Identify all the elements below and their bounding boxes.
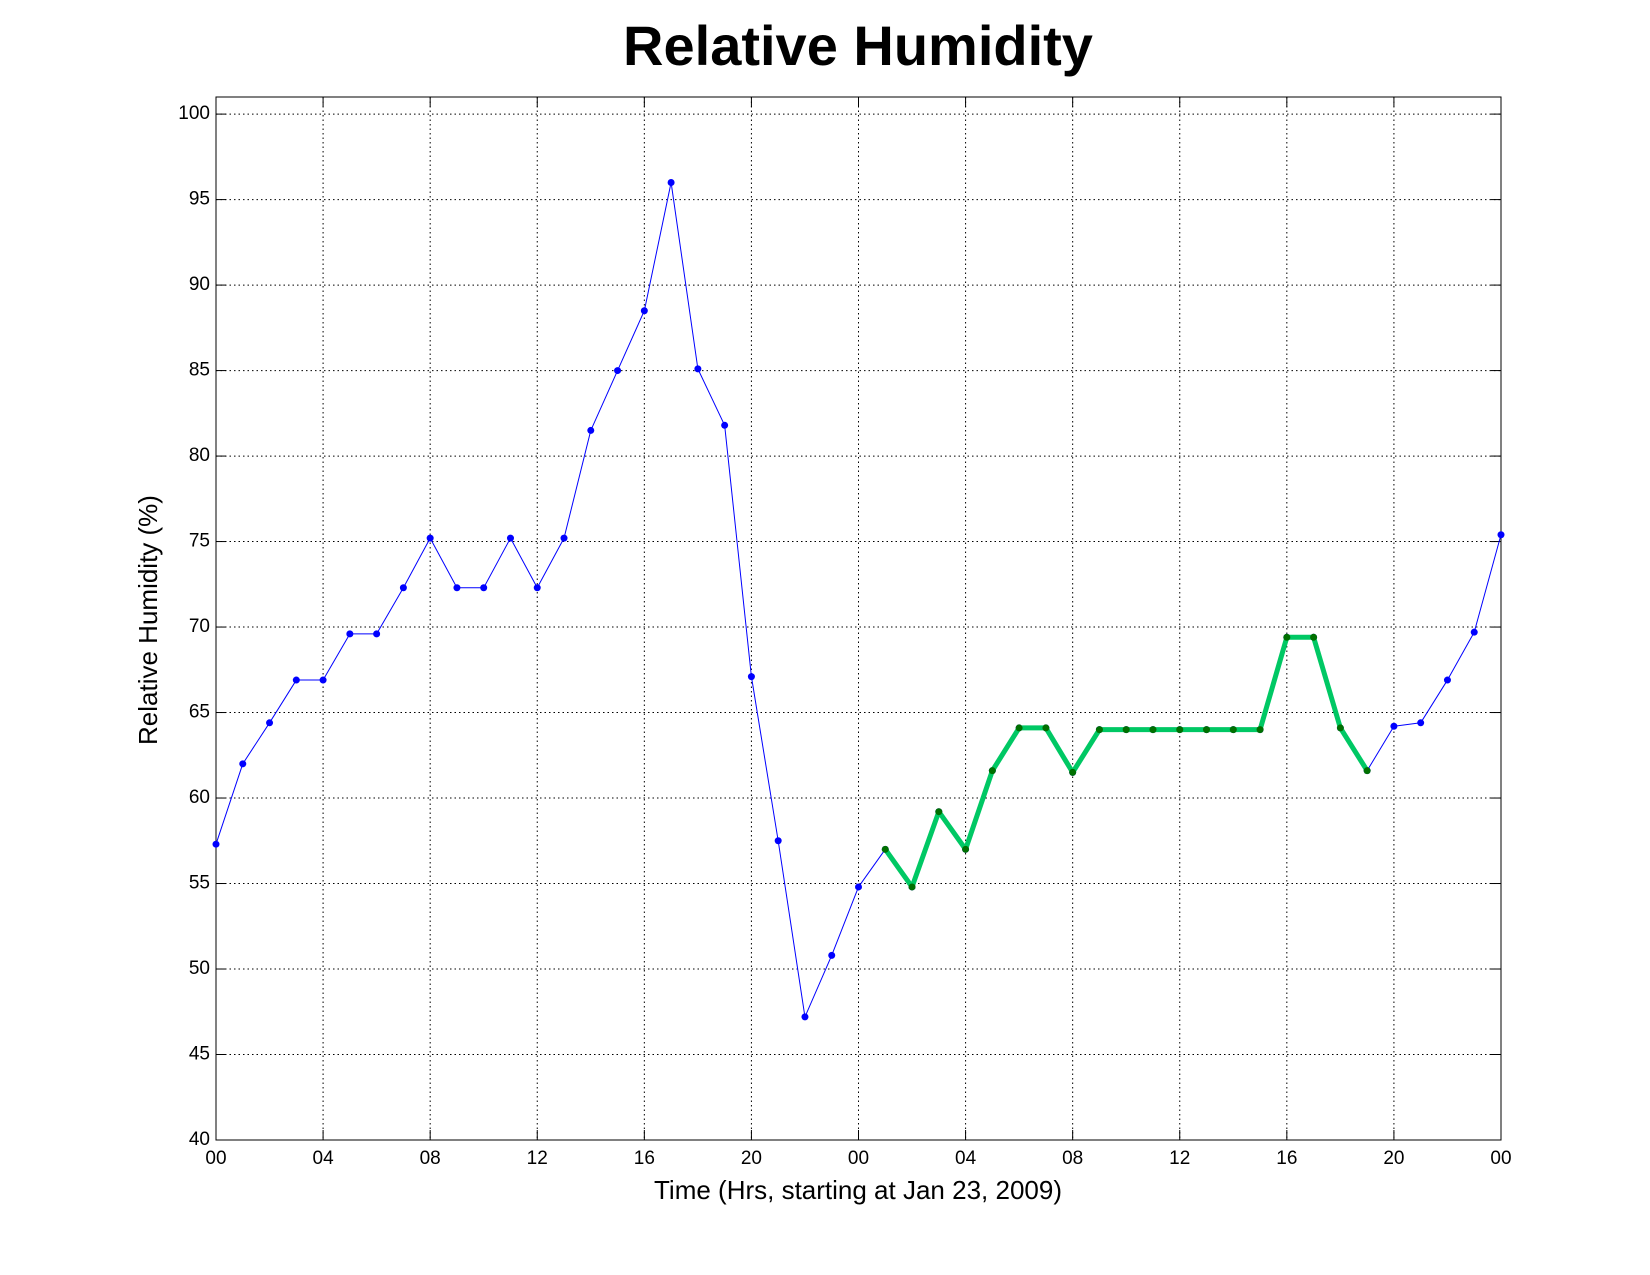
data-point — [373, 630, 381, 638]
x-tick-label: 00 — [848, 1148, 869, 1169]
x-tick-label: 00 — [205, 1148, 226, 1169]
x-tick-label: 16 — [1276, 1148, 1297, 1169]
data-point — [881, 845, 889, 853]
data-point — [694, 365, 702, 373]
data-point — [721, 421, 729, 429]
data-point — [1095, 726, 1103, 734]
data-point — [855, 883, 862, 891]
data-point — [1069, 768, 1077, 776]
y-tick-label: 75 — [189, 531, 210, 552]
plot-frame — [215, 96, 1502, 1141]
data-point — [1203, 726, 1211, 734]
data-point — [1122, 726, 1130, 734]
data-point — [1363, 767, 1371, 775]
data-point — [1443, 676, 1451, 684]
y-tick-label: 45 — [189, 1044, 210, 1065]
data-point — [614, 367, 622, 375]
y-tick-label: 85 — [189, 360, 210, 381]
x-tick-label: 16 — [634, 1148, 655, 1169]
data-point — [988, 767, 996, 775]
x-tick-label: 04 — [955, 1148, 977, 1169]
data-point — [640, 307, 648, 315]
data-point — [1310, 633, 1318, 641]
data-point — [1149, 726, 1157, 734]
data-point — [1042, 724, 1050, 732]
y-tick-label: 40 — [189, 1129, 210, 1150]
x-tick-label: 12 — [1169, 1148, 1190, 1169]
data-point — [346, 630, 354, 638]
data-point — [266, 719, 274, 727]
chart-title: Relative Humidity — [623, 14, 1093, 77]
y-tick-label: 60 — [189, 787, 210, 808]
x-tick-label: 08 — [420, 1148, 441, 1169]
y-tick-label: 50 — [189, 958, 210, 979]
data-point — [533, 584, 541, 592]
data-point — [1470, 628, 1478, 636]
data-point — [1283, 633, 1291, 641]
y-tick-label: 95 — [189, 189, 210, 210]
x-tick-label: 20 — [1383, 1148, 1404, 1169]
data-point — [1229, 726, 1237, 734]
data-point — [1015, 724, 1023, 732]
data-point — [747, 673, 755, 681]
x-tick-label: 04 — [313, 1148, 335, 1169]
data-point — [774, 837, 782, 845]
y-tick-label: 90 — [189, 274, 210, 295]
data-point — [667, 178, 675, 186]
data-point — [801, 1013, 809, 1021]
data-point — [1390, 722, 1398, 730]
data-point — [1497, 531, 1505, 539]
data-point — [1417, 719, 1425, 727]
y-tick-label: 65 — [189, 702, 210, 723]
data-line — [883, 634, 1370, 890]
data-line — [215, 181, 1502, 1018]
data-point — [453, 584, 461, 592]
data-point — [239, 760, 247, 768]
data-point — [319, 676, 327, 684]
data-point — [1256, 726, 1264, 734]
y-tick-label: 70 — [189, 616, 210, 637]
data-point — [962, 845, 970, 853]
data-point — [399, 584, 407, 592]
data-point — [212, 840, 220, 848]
x-tick-label: 12 — [527, 1148, 548, 1169]
x-tick-label: 20 — [741, 1148, 762, 1169]
data-point — [1336, 724, 1344, 732]
data-point — [560, 534, 568, 542]
x-axis-label: Time (Hrs, starting at Jan 23, 2009) — [654, 1175, 1062, 1205]
x-tick-label: 00 — [1490, 1148, 1511, 1169]
y-axis-label: Relative Humidity (%) — [133, 495, 163, 745]
data-point — [908, 883, 916, 891]
x-tick-label: 08 — [1062, 1148, 1083, 1169]
data-point — [935, 808, 943, 816]
data-point — [828, 951, 836, 959]
data-point — [1176, 726, 1184, 734]
data-point — [292, 676, 300, 684]
y-tick-label: 55 — [189, 873, 210, 894]
y-tick-label: 80 — [189, 445, 210, 466]
data-point — [587, 426, 595, 434]
y-tick-label: 100 — [178, 103, 210, 124]
data-point — [506, 534, 514, 542]
data-point — [426, 534, 434, 542]
data-point — [480, 584, 488, 592]
